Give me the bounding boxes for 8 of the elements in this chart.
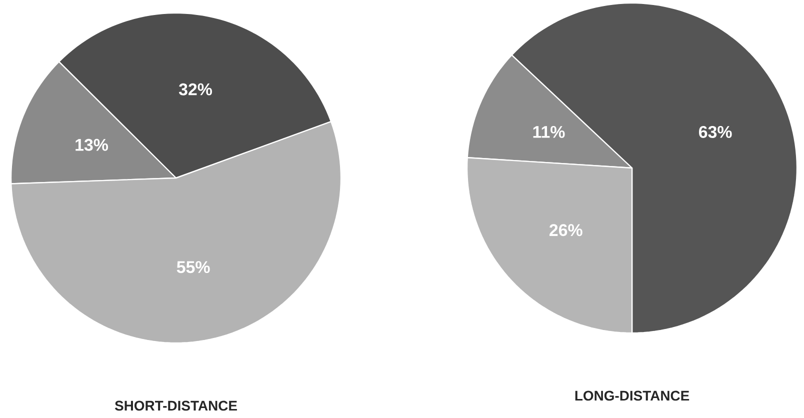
data-label: 13% <box>76 138 108 151</box>
data-label: 63% <box>698 126 732 138</box>
text: SHORT-DISTANCE <box>114 400 237 411</box>
text: LONG-DISTANCE <box>575 390 690 401</box>
data-label: 11% <box>533 126 565 138</box>
data-label: 55% <box>176 261 210 274</box>
data-label: 26% <box>550 224 582 236</box>
data-label: 32% <box>178 83 212 96</box>
